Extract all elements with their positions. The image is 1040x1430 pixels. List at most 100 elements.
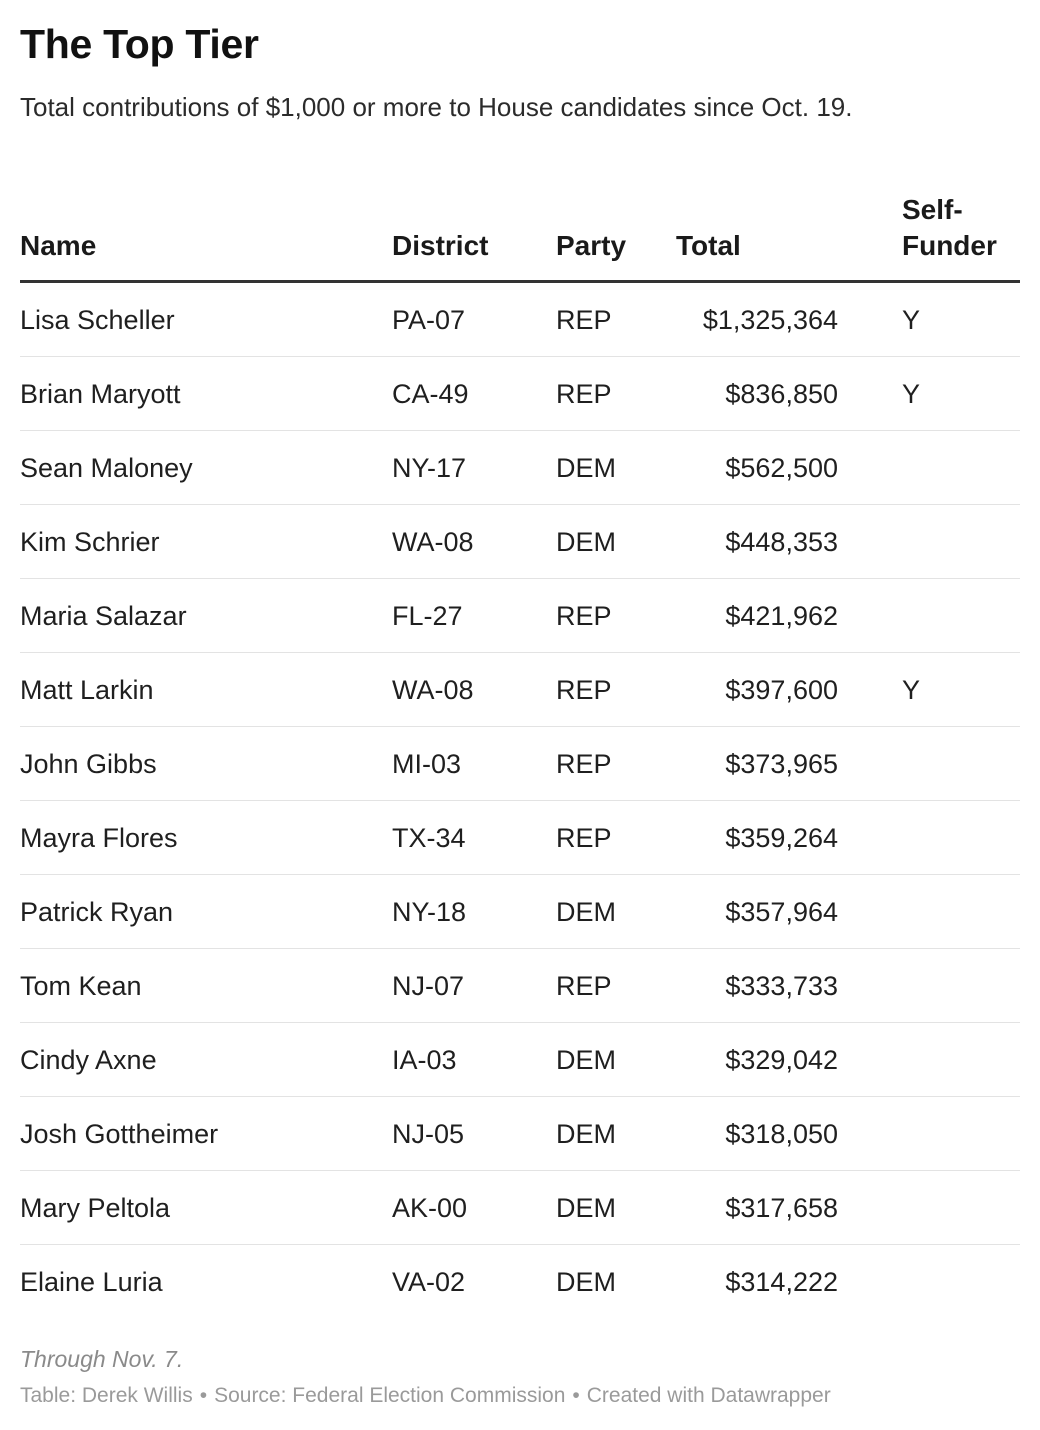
cell-self-funder: [838, 726, 1020, 801]
chart-title: The Top Tier: [20, 21, 259, 67]
cell-total: $318,050: [676, 1096, 838, 1171]
cell-name: Elaine Luria: [20, 1266, 163, 1297]
contributions-table: Name District Party Total Self- Funder Li…: [20, 172, 1020, 1318]
cell-total: $562,500: [676, 430, 838, 505]
cell-party: DEM: [556, 1022, 676, 1097]
column-header-district[interactable]: District: [392, 172, 556, 283]
cell-name: John Gibbs: [20, 726, 392, 801]
footer-separator: •: [199, 1384, 208, 1407]
cell-district: VA-02: [392, 1266, 466, 1297]
cell-name: Tom Kean: [20, 948, 392, 1023]
cell-self-funder: [838, 430, 1020, 505]
cell-name: Mayra Flores: [20, 800, 392, 875]
cell-self-funder: Y: [838, 356, 1020, 431]
column-header-self-funder[interactable]: Self- Funder: [838, 172, 1020, 283]
cell-party: DEM: [556, 430, 676, 505]
cell-party: REP: [556, 356, 676, 431]
cell-total: $397,600: [676, 652, 838, 727]
footer-credit: Table: Derek Willis: [20, 1384, 193, 1407]
cell-district: TX-34: [392, 800, 556, 875]
cell-party: REP: [556, 652, 676, 727]
cell-party: REP: [556, 800, 676, 875]
cell-total: $359,264: [676, 800, 838, 875]
cell-party: DEM: [556, 504, 676, 579]
table-header: Name District Party Total Self- Funder: [20, 172, 1020, 283]
cell-district: WA-08: [392, 652, 556, 727]
cell-name: Cindy Axne: [20, 1022, 392, 1097]
table-row: Josh Gottheimer NJ-05 DEM $318,050: [20, 1096, 1020, 1171]
table-row: Kim Schrier WA-08 DEM $448,353: [20, 504, 1020, 579]
cell-district: WA-08: [392, 504, 556, 579]
cell-district: AK-00: [392, 1170, 556, 1245]
cell-self-funder: [838, 800, 1020, 875]
table-row: Mayra Flores TX-34 REP $359,264: [20, 800, 1020, 875]
table-row: Lisa Scheller PA-07 REP $1,325,364 Y: [20, 281, 1020, 357]
cell-party: DEM: [556, 874, 676, 949]
cell-self-funder: [838, 504, 1020, 579]
cell-district: IA-03: [392, 1022, 556, 1097]
table-row: John Gibbs MI-03 REP $373,965: [20, 726, 1020, 801]
cell-total: $836,850: [676, 356, 838, 431]
header-row: Name District Party Total Self- Funder: [20, 172, 1020, 283]
table-note: Through Nov. 7.: [20, 1346, 184, 1372]
cell-self-funder: [838, 578, 1020, 653]
cell-district: MI-03: [392, 726, 556, 801]
cell-party: REP: [556, 281, 676, 357]
cell-party: REP: [556, 948, 676, 1023]
cell-self-funder: Y: [838, 652, 1020, 727]
table-row: Sean Maloney NY-17 DEM $562,500: [20, 430, 1020, 505]
cell-name: Brian Maryott: [20, 356, 392, 431]
cell-name: Patrick Ryan: [20, 874, 392, 949]
cell-self-funder: [838, 948, 1020, 1023]
cell-self-funder: [838, 1245, 1020, 1319]
cell-name: Maria Salazar: [20, 578, 392, 653]
table-row: Elaine Luria VA-02 DEM $314,222: [20, 1245, 1020, 1319]
cell-self-funder: [838, 874, 1020, 949]
cell-self-funder: [838, 1170, 1020, 1245]
cell-party: DEM: [556, 1096, 676, 1171]
cell-self-funder: [838, 1022, 1020, 1097]
cell-name: Lisa Scheller: [20, 281, 392, 357]
table-row: Mary Peltola AK-00 DEM $317,658: [20, 1170, 1020, 1245]
cell-district: CA-49: [392, 356, 556, 431]
cell-name: Mary Peltola: [20, 1170, 392, 1245]
cell-name: Kim Schrier: [20, 504, 392, 579]
cell-district: FL-27: [392, 578, 556, 653]
column-header-total[interactable]: Total: [676, 172, 838, 283]
table-row: Tom Kean NJ-07 REP $333,733: [20, 948, 1020, 1023]
cell-total: $314,222: [725, 1266, 838, 1297]
cell-name: Josh Gottheimer: [20, 1096, 392, 1171]
cell-name: Sean Maloney: [20, 430, 392, 505]
cell-district: PA-07: [392, 281, 556, 357]
table-body: Lisa Scheller PA-07 REP $1,325,364 Y Brian Ma…: [20, 281, 1020, 1319]
footer-separator: •: [572, 1384, 580, 1407]
cell-total: $448,353: [676, 504, 838, 579]
column-header-party[interactable]: Party: [556, 172, 676, 283]
chart-subtitle: Total contributions of $1,000 or more to…: [20, 92, 853, 122]
cell-district: NY-17: [392, 430, 556, 505]
table-row: Patrick Ryan NY-18 DEM $357,964: [20, 874, 1020, 949]
cell-district: NJ-05: [392, 1096, 556, 1171]
table-row: Maria Salazar FL-27 REP $421,962: [20, 578, 1020, 653]
cell-self-funder: [838, 1096, 1020, 1171]
cell-total: $357,964: [676, 874, 838, 949]
table-row: Matt Larkin WA-08 REP $397,600 Y: [20, 652, 1020, 727]
cell-party: REP: [556, 578, 676, 653]
cell-district: NJ-07: [392, 948, 556, 1023]
cell-self-funder: Y: [838, 281, 1020, 357]
table-row: Brian Maryott CA-49 REP $836,850 Y: [20, 356, 1020, 431]
cell-total: $317,658: [676, 1170, 838, 1245]
footer-source: Source: Federal Election Commission: [214, 1384, 566, 1407]
cell-party: DEM: [556, 1266, 616, 1297]
cell-total: $421,962: [676, 578, 838, 653]
footer-tool: Created with Datawrapper: [586, 1384, 831, 1407]
cell-party: REP: [556, 726, 676, 801]
table-row: Cindy Axne IA-03 DEM $329,042: [20, 1022, 1020, 1097]
table-footer: Table: Derek Willis • Source: Federal Elec…: [20, 1382, 831, 1410]
column-header-name[interactable]: Name: [20, 172, 392, 283]
cell-total: $1,325,364: [676, 281, 838, 357]
cell-total: $373,965: [676, 726, 838, 801]
cell-district: NY-18: [392, 874, 556, 949]
cell-total: $333,733: [676, 948, 838, 1023]
